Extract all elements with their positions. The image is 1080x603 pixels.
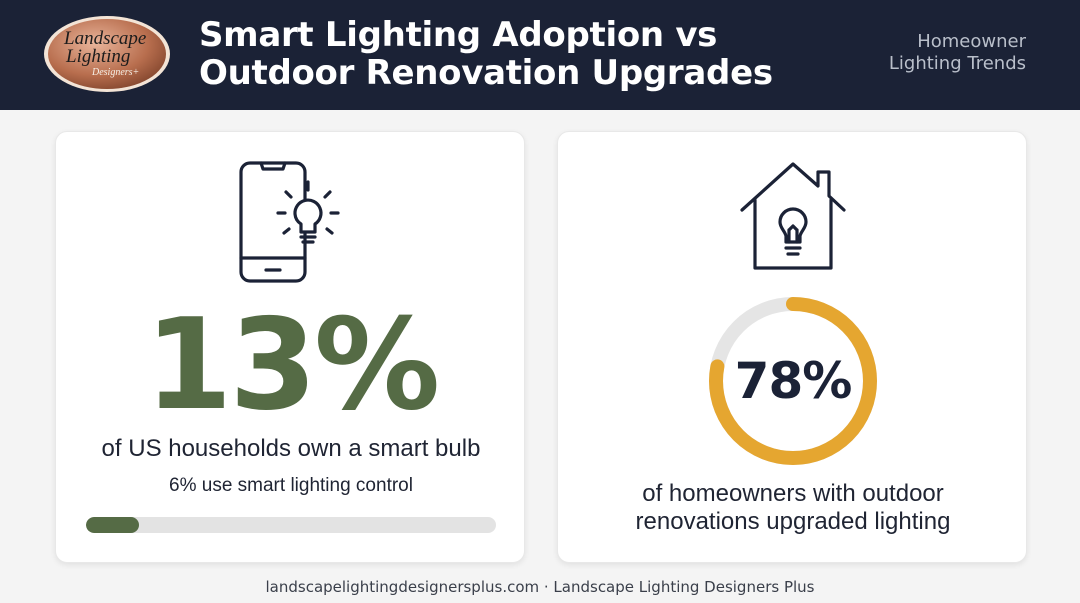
title-line-2: Outdoor Renovation Upgrades xyxy=(199,53,773,93)
outdoor-renovation-stat-card: 78% of homeowners with outdoor renovatio… xyxy=(557,131,1027,563)
logo-badge-icon: Landscape Lighting Designers+ xyxy=(44,16,170,92)
smart-bulb-stat-card: 13% of US households own a smart bulb 6%… xyxy=(55,131,525,563)
company-logo[interactable]: Landscape Lighting Designers+ xyxy=(42,14,172,94)
renovation-desc-line-1: of homeowners with outdoor xyxy=(642,480,944,507)
smart-control-sub-stat: 6% use smart lighting control xyxy=(169,475,413,496)
footer-source[interactable]: landscapelightingdesignersplus.com · Lan… xyxy=(265,578,815,596)
tagline-line-2: Lighting Trends xyxy=(888,53,1026,74)
smart-bulb-progress-fill xyxy=(86,517,140,533)
svg-text:Landscape: Landscape xyxy=(63,28,146,49)
page-title: Smart Lighting Adoption vs Outdoor Renov… xyxy=(199,16,799,92)
svg-text:Lighting: Lighting xyxy=(65,46,130,67)
header-tagline: Homeowner Lighting Trends xyxy=(826,31,1026,75)
title-line-1: Smart Lighting Adoption vs xyxy=(199,15,718,55)
smart-bulb-progress-bar xyxy=(86,517,496,533)
renovation-stat-description: of homeowners with outdoor renovations u… xyxy=(558,480,1028,536)
tagline-line-1: Homeowner xyxy=(917,31,1026,52)
header-bar: Landscape Lighting Designers+ Smart Ligh… xyxy=(0,0,1080,110)
svg-text:Designers+: Designers+ xyxy=(91,67,139,78)
smart-bulb-stat-description: of US households own a smart bulb xyxy=(101,435,481,462)
renovation-donut-chart xyxy=(709,297,877,465)
smart-bulb-stat-value: 13% xyxy=(144,291,441,438)
renovation-desc-line-2: renovations upgraded lighting xyxy=(635,508,951,535)
donut-progress-arc xyxy=(709,297,877,465)
renovation-stat-value: 78% xyxy=(734,352,853,410)
house-lightbulb-icon xyxy=(738,160,848,272)
smartphone-lightbulb-icon xyxy=(238,160,344,286)
